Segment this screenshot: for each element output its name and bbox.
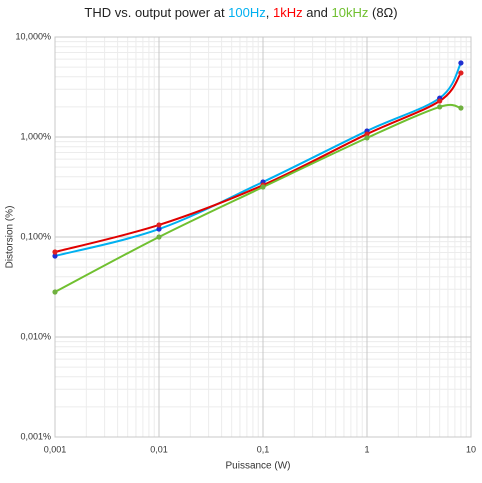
data-point bbox=[458, 70, 464, 76]
data-point bbox=[156, 234, 162, 240]
data-point bbox=[458, 105, 464, 111]
data-point bbox=[364, 135, 370, 141]
data-point bbox=[156, 222, 162, 228]
x-tick-label: 0,01 bbox=[150, 444, 168, 454]
plot-border bbox=[54, 36, 472, 438]
x-tick-label: 0,1 bbox=[257, 444, 270, 454]
data-point bbox=[437, 104, 443, 110]
x-tick-label: 1 bbox=[364, 444, 369, 454]
y-tick-label: 1,000% bbox=[20, 131, 51, 141]
chart-title: THD vs. output power at 100Hz, 1kHz and … bbox=[84, 5, 397, 20]
title-part: 1kHz bbox=[273, 5, 303, 20]
y-tick-label: 0,100% bbox=[20, 231, 51, 241]
title-part: 100Hz bbox=[228, 5, 266, 20]
x-axis-label: Puissance (W) bbox=[225, 461, 290, 472]
data-point bbox=[458, 60, 464, 66]
data-point bbox=[437, 98, 443, 104]
title-part: THD vs. output power at bbox=[84, 5, 228, 20]
data-point bbox=[52, 289, 58, 295]
title-part: and bbox=[303, 5, 332, 20]
y-tick-label: 0,010% bbox=[20, 331, 51, 341]
title-part: , bbox=[266, 5, 273, 20]
y-tick-label: 10,000% bbox=[15, 31, 51, 41]
y-tick-label: 0,001% bbox=[20, 431, 51, 441]
y-axis-label: Distorsion (%) bbox=[5, 206, 16, 269]
x-tick-label: 10 bbox=[466, 444, 476, 454]
data-point bbox=[52, 249, 58, 255]
data-point bbox=[52, 253, 58, 259]
data-point bbox=[156, 226, 162, 232]
data-point bbox=[364, 131, 370, 137]
title-part: 10kHz bbox=[332, 5, 369, 20]
data-point bbox=[260, 184, 266, 190]
x-tick-label: 0,001 bbox=[44, 444, 67, 454]
title-part: (8Ω) bbox=[368, 5, 397, 20]
